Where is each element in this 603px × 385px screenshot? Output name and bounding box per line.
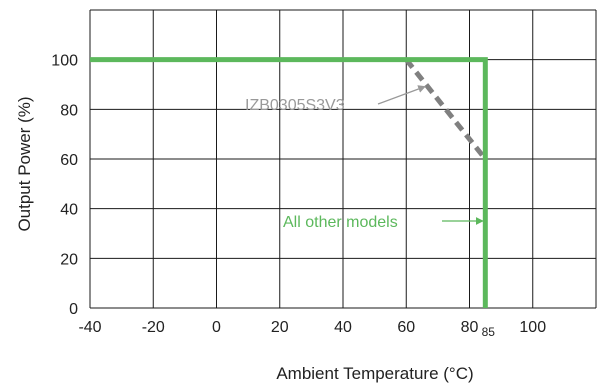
- x-tick-label: 0: [212, 319, 221, 336]
- y-tick-label: 0: [69, 301, 78, 318]
- grid: [89, 9, 597, 309]
- x-axis-title: Ambient Temperature (°C): [276, 364, 473, 383]
- series-layer: [90, 57, 488, 308]
- series-izb0305s3v3-line: [404, 58, 488, 161]
- annotation-izb0305s3v3-arrow: [377, 85, 426, 105]
- series-all-other-models-line: [90, 57, 488, 308]
- y-tick-label: 40: [60, 202, 78, 219]
- annotation-layer: IZB0305S3V3 All other models: [245, 85, 484, 231]
- y-tick-label: 20: [60, 251, 78, 268]
- x-tick-label: 100: [519, 319, 546, 336]
- y-tick-label: 100: [51, 53, 78, 70]
- x-tick-label: 20: [271, 319, 289, 336]
- x-tick-label: 40: [334, 319, 352, 336]
- x-tick-label: -20: [142, 319, 165, 336]
- x-tick-label: 80: [461, 319, 479, 336]
- x-tick-label: -40: [78, 319, 101, 336]
- y-tick-label: 80: [60, 102, 78, 119]
- annotation-all-other-models-label: All other models: [283, 214, 398, 231]
- tick-labels: -40 -20 0 20 40 60 80 100 0 20 40 60 80 100 85: [51, 53, 546, 339]
- y-tick-label: 60: [60, 152, 78, 169]
- annotation-izb0305s3v3-label: IZB0305S3V3: [245, 97, 345, 114]
- x-tick-label: 60: [397, 319, 415, 336]
- y-axis-title: Output Power (%): [15, 96, 34, 231]
- x-tick-label-85: 85: [482, 325, 496, 339]
